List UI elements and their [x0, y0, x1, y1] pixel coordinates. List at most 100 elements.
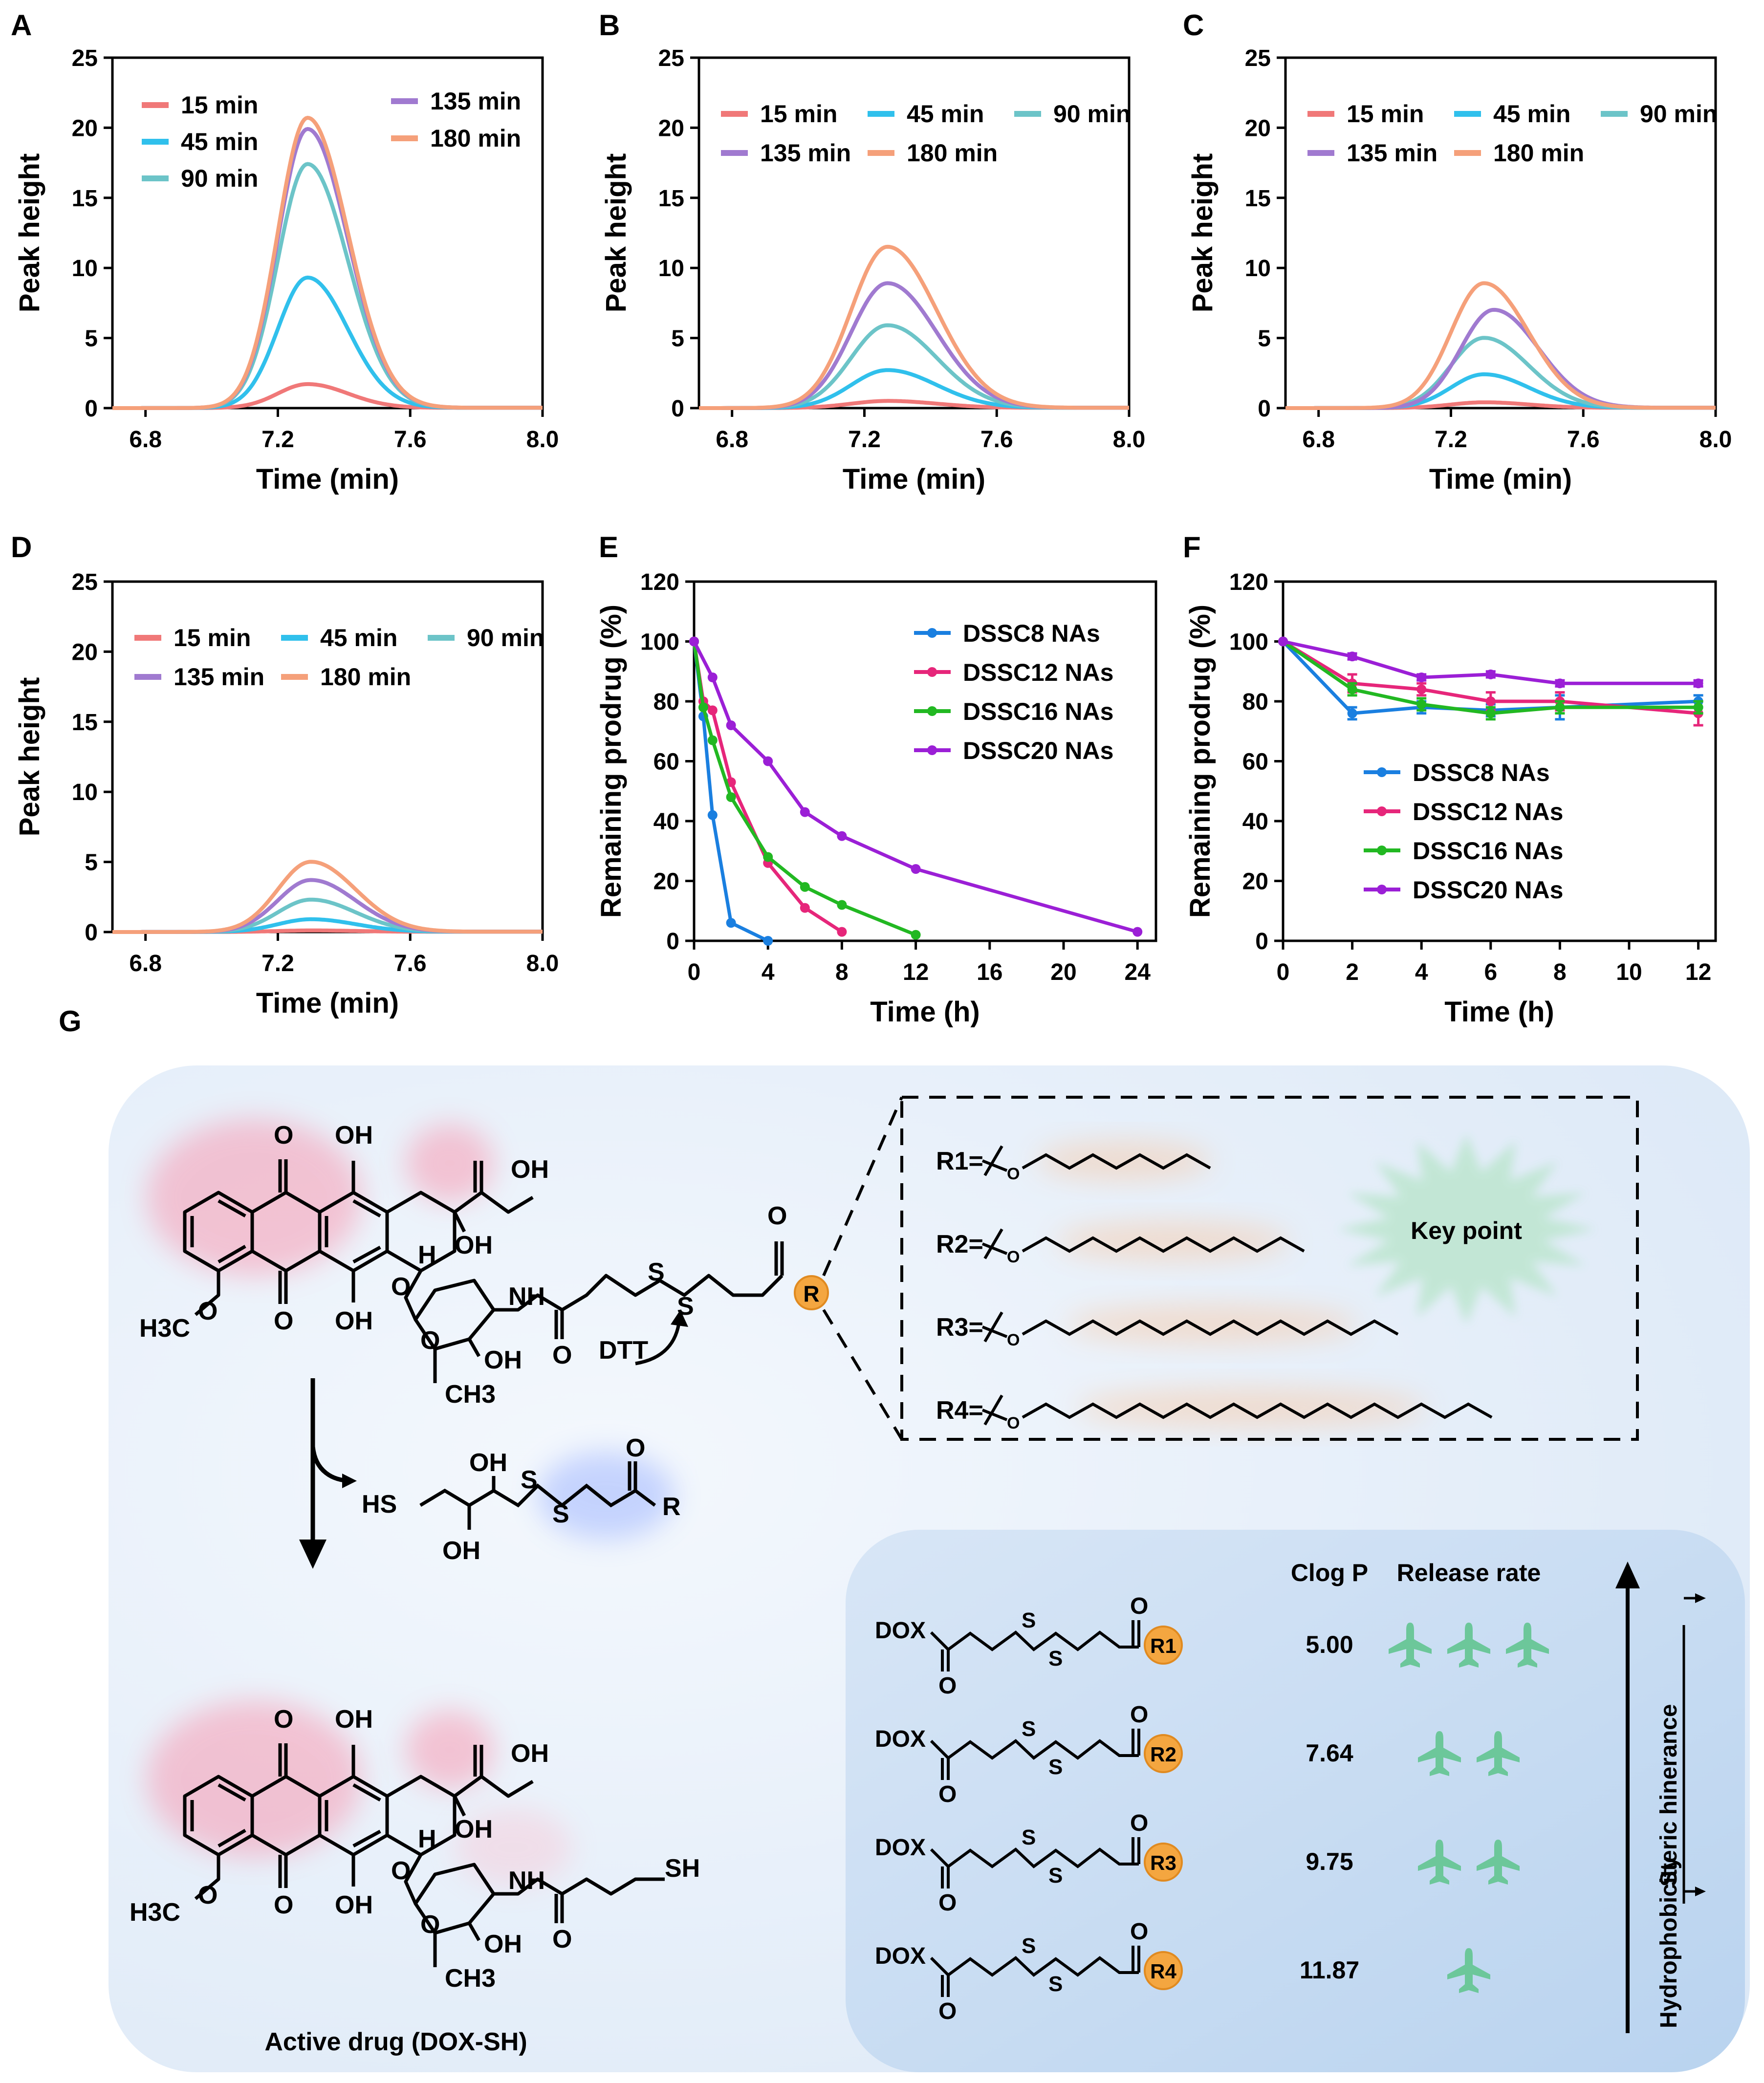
svg-text:O: O	[420, 1910, 440, 1939]
panel-e: E 0 4 8 12 16 20 24 0 20 40 60 80 100 120 Time (h) Rema…	[595, 531, 1157, 1028]
panel-label-b: B	[599, 9, 620, 42]
ester-carbonyl-bond	[1132, 1620, 1140, 1647]
carbonyl-bond	[941, 1975, 950, 1997]
alkyl-chain	[1022, 1319, 1399, 1336]
ester-o: O	[1130, 1919, 1148, 1945]
dox-label: DOX	[875, 1835, 926, 1861]
data-point	[837, 831, 847, 841]
y-tick-label-a: 25	[72, 45, 98, 71]
y-tick-label-d: 20	[72, 639, 98, 665]
r-group-box	[822, 1096, 1639, 1441]
y-tick-label-a: 5	[85, 326, 98, 352]
table-row: DOX O O SS R4 11.87	[875, 1919, 1490, 2024]
svg-text:CH3: CH3	[445, 1964, 496, 1993]
x-tick-label-a: 7.2	[261, 427, 294, 453]
svg-text:OH: OH	[442, 1537, 480, 1565]
svg-text:OH: OH	[511, 1155, 549, 1184]
legend-label: DSSC16 NAs	[963, 698, 1113, 725]
legend-label: 180 min	[430, 125, 521, 152]
data-point	[1132, 927, 1143, 937]
data-point	[800, 807, 810, 817]
sulfur-1: S	[1022, 1825, 1036, 1849]
series-line-90-min	[112, 162, 543, 410]
svg-text:O: O	[767, 1202, 787, 1230]
data-point	[1416, 684, 1427, 694]
data-point	[911, 864, 921, 874]
svg-text:O: O	[552, 1925, 572, 1953]
series-line-135-min	[1285, 307, 1716, 410]
y-tick-label-e: 80	[653, 689, 679, 715]
y-tick-label-c: 0	[1258, 396, 1271, 422]
carbonyl-o: O	[938, 1781, 957, 1807]
data-point	[837, 927, 847, 937]
y-tick-label-e: 0	[666, 929, 679, 955]
dtt-arrow: DTT	[599, 1310, 688, 1366]
y-tick-label-b: 0	[671, 396, 684, 422]
chart-b-axes: 6.8 7.2 7.6 8.0 0 5 10 15 20 25 Time (min) Peak hei…	[600, 45, 1145, 495]
data-point	[726, 792, 736, 802]
linker-bonds	[930, 1739, 1139, 1760]
x-tick-label-d: 6.8	[129, 951, 162, 976]
y-tick-label-e: 100	[640, 629, 679, 655]
chart-a-marks	[112, 115, 543, 410]
data-point	[707, 735, 718, 745]
svg-text:OH: OH	[335, 1705, 373, 1734]
r-group-label: R1=	[936, 1147, 983, 1175]
legend-label: DSSC12 NAs	[1413, 798, 1563, 825]
x-tick-label-b: 7.6	[980, 427, 1013, 453]
series-line	[1282, 640, 1699, 715]
r-badge-label: R2	[1150, 1743, 1176, 1766]
series-line-15-min	[112, 382, 543, 410]
table-row: DOX O O SS R1 5.00	[875, 1593, 1549, 1699]
data-point	[707, 673, 718, 682]
legend-label: DSSC20 NAs	[963, 737, 1113, 764]
key-point-burst: Key point	[1337, 1133, 1596, 1325]
glow-layer	[147, 1119, 1427, 1887]
svg-text:O: O	[274, 1705, 293, 1734]
x-tick-label-f: 10	[1616, 959, 1642, 985]
panel-d: D 6.8 7.2 7.6 8.0 0 5 10 15 20 25 Time (min) Peak h…	[11, 531, 559, 1019]
series-line-135-min	[112, 878, 543, 934]
dox-label: DOX	[875, 1726, 926, 1752]
panel-b: B 6.8 7.2 7.6 8.0 0 5 10 15 20 25 Time (min) Peak h…	[599, 9, 1145, 495]
r-badge-label: R1	[1150, 1634, 1176, 1657]
svg-text:HS: HS	[362, 1490, 397, 1519]
o-bond	[981, 1159, 1008, 1172]
chart-d-marks	[112, 860, 543, 934]
alkyl-chain	[1022, 1236, 1305, 1253]
legend-label: 135 min	[1347, 139, 1437, 167]
x-tick-label-e: 20	[1050, 959, 1076, 985]
legend-label: 45 min	[181, 128, 258, 155]
x-tick-label-f: 8	[1553, 959, 1567, 985]
table-row: DOX O O SS R3 9.75	[875, 1810, 1520, 1916]
glow-byproduct	[538, 1452, 675, 1540]
y-tick-label-e: 120	[640, 569, 679, 595]
y-tick-label-c: 20	[1245, 115, 1271, 141]
chart-a-axes: 6.8 7.2 7.6 8.0 0 5 10 15 20 25 Time (min) Peak hei…	[14, 45, 559, 495]
chart-e-marks	[689, 636, 1143, 946]
plot-frame-b	[697, 56, 1131, 410]
x-tick-label-b: 8.0	[1113, 427, 1146, 453]
plot-frame-c	[1284, 56, 1717, 410]
svg-text:OH: OH	[335, 1121, 373, 1150]
y-tick-label-b: 25	[658, 45, 684, 71]
oxygen-label: O	[1007, 1165, 1020, 1183]
data-point	[1485, 708, 1496, 718]
data-point	[800, 903, 810, 913]
svg-text:R: R	[662, 1493, 681, 1521]
series-line	[1283, 640, 1699, 685]
ester-o: O	[1130, 1810, 1148, 1836]
ring-d	[386, 1191, 457, 1273]
svg-text:O: O	[198, 1881, 218, 1909]
panel-label-e: E	[599, 531, 618, 564]
legend-label: 45 min	[1493, 100, 1570, 128]
active-drug-caption: Active drug (DOX-SH)	[264, 2028, 527, 2056]
y-tick-label-e: 40	[653, 809, 679, 835]
chart-c-marks	[1285, 281, 1716, 410]
legend-marker	[1377, 806, 1387, 816]
svg-text:O: O	[198, 1297, 218, 1325]
svg-text:S: S	[552, 1500, 569, 1528]
clogp-value: 9.75	[1306, 1848, 1353, 1875]
y-tick-label-f: 80	[1242, 689, 1268, 715]
svg-text:H: H	[418, 1241, 436, 1269]
